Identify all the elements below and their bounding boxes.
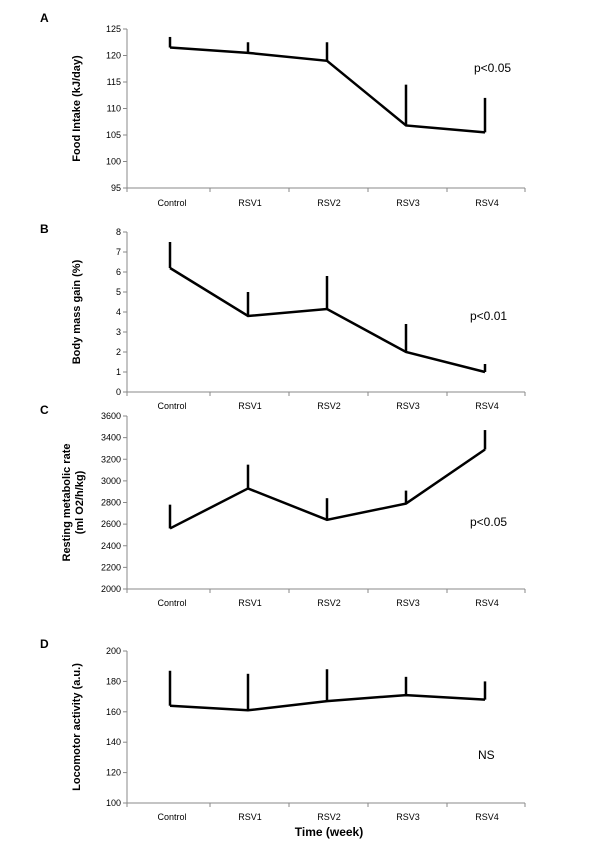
panel-c-series-line xyxy=(169,448,486,530)
panel-c-x-tick-label: Control xyxy=(157,598,186,608)
panel-a-y-tick-label: 95 xyxy=(111,183,121,193)
panel-b-y-tick-label: 0 xyxy=(116,387,121,397)
panel-b-x-tick-label: RSV2 xyxy=(317,401,341,411)
panel-d-y-tick-label: 200 xyxy=(106,646,121,656)
panel-a-x-tick-label: RSV1 xyxy=(238,198,262,208)
panel-a-letter: A xyxy=(40,11,49,25)
panel-d-y-tick-label: 160 xyxy=(106,707,121,717)
panel-d-y-tick-label: 100 xyxy=(106,798,121,808)
panel-c-y-tick-label: 2600 xyxy=(101,519,121,529)
panel-a-y-tick-label: 115 xyxy=(107,77,121,87)
panel-b-y-tick-label: 1 xyxy=(116,367,121,377)
panel-d-series-line xyxy=(169,693,486,712)
panel-c-x-tick-label: RSV1 xyxy=(238,598,262,608)
panel-d-y-axis-label: Locomotor activity (a.u.) xyxy=(71,663,83,791)
panel-a-y-tick-label: 110 xyxy=(107,104,121,114)
panel-c-y-axis-label: (ml O2/h/kg) xyxy=(74,470,86,534)
panel-c-y-tick-label: 2000 xyxy=(101,584,121,594)
panel-b-letter: B xyxy=(40,222,49,236)
panel-c-y-axis-label: Resting metabolic rate xyxy=(61,444,73,562)
panel-b-y-tick-label: 4 xyxy=(116,307,121,317)
panel-b-series-line xyxy=(169,266,486,374)
panel-c-annotation: p<0.05 xyxy=(470,515,507,529)
panel-a-x-tick-label: Control xyxy=(157,198,186,208)
panel-d-annotation: NS xyxy=(478,748,495,762)
panel-a-annotation: p<0.05 xyxy=(474,61,511,75)
panel-d-x-tick-label: Control xyxy=(157,812,186,822)
panel-b-x-tick-label: RSV4 xyxy=(475,401,499,411)
panel-b-annotation: p<0.01 xyxy=(470,309,507,323)
panel-b-x-tick-label: RSV1 xyxy=(238,401,262,411)
panel-c-y-tick-label: 2400 xyxy=(101,541,121,551)
panel-a-y-tick-label: 100 xyxy=(106,157,121,167)
panel-c-x-tick-label: RSV3 xyxy=(396,598,420,608)
panel-b-y-tick-label: 8 xyxy=(116,227,121,237)
panel-d-y-tick-label: 180 xyxy=(106,676,121,686)
panel-b-x-tick-label: RSV3 xyxy=(396,401,420,411)
panel-a-y-axis-label: Food Intake (kJ/day) xyxy=(71,55,83,162)
panel-c-y-tick-label: 3000 xyxy=(101,476,121,486)
panel-b-y-tick-label: 2 xyxy=(116,347,121,357)
panel-b-y-axis-label: Body mass gain (%) xyxy=(71,259,83,364)
panel-a-y-tick-label: 125 xyxy=(106,24,121,34)
panel-d-x-tick-label: RSV2 xyxy=(317,812,341,822)
panel-b-y-tick-label: 6 xyxy=(116,267,121,277)
panel-c-y-tick-label: 2800 xyxy=(101,498,121,508)
panel-c-y-tick-label: 3400 xyxy=(101,433,121,443)
panel-b-y-tick-label: 7 xyxy=(116,247,121,257)
panel-c-y-tick-label: 3200 xyxy=(101,454,121,464)
panel-c-x-tick-label: RSV4 xyxy=(475,598,499,608)
x-axis-title: Time (week) xyxy=(295,825,363,839)
panel-a-x-tick-label: RSV3 xyxy=(396,198,420,208)
panel-d-y-tick-label: 120 xyxy=(106,768,121,778)
panel-b-y-tick-label: 5 xyxy=(116,287,121,297)
panel-c-y-tick-label: 2200 xyxy=(101,562,121,572)
panel-b-x-tick-label: Control xyxy=(157,401,186,411)
panel-d-letter: D xyxy=(40,637,49,651)
panel-c-x-tick-label: RSV2 xyxy=(317,598,341,608)
panel-a-series-line xyxy=(169,46,486,134)
panel-d-y-tick-label: 140 xyxy=(106,737,121,747)
panel-a-x-tick-label: RSV2 xyxy=(317,198,341,208)
panel-d-x-tick-label: RSV3 xyxy=(396,812,420,822)
panel-c-y-tick-label: 3600 xyxy=(101,411,121,421)
panel-d-x-tick-label: RSV1 xyxy=(238,812,262,822)
panel-a-y-tick-label: 120 xyxy=(106,51,121,61)
panel-a-y-tick-label: 105 xyxy=(106,130,121,140)
panel-c-letter: C xyxy=(40,403,49,417)
panel-d-x-tick-label: RSV4 xyxy=(475,812,499,822)
panel-b-y-tick-label: 3 xyxy=(116,327,121,337)
panel-a-x-tick-label: RSV4 xyxy=(475,198,499,208)
